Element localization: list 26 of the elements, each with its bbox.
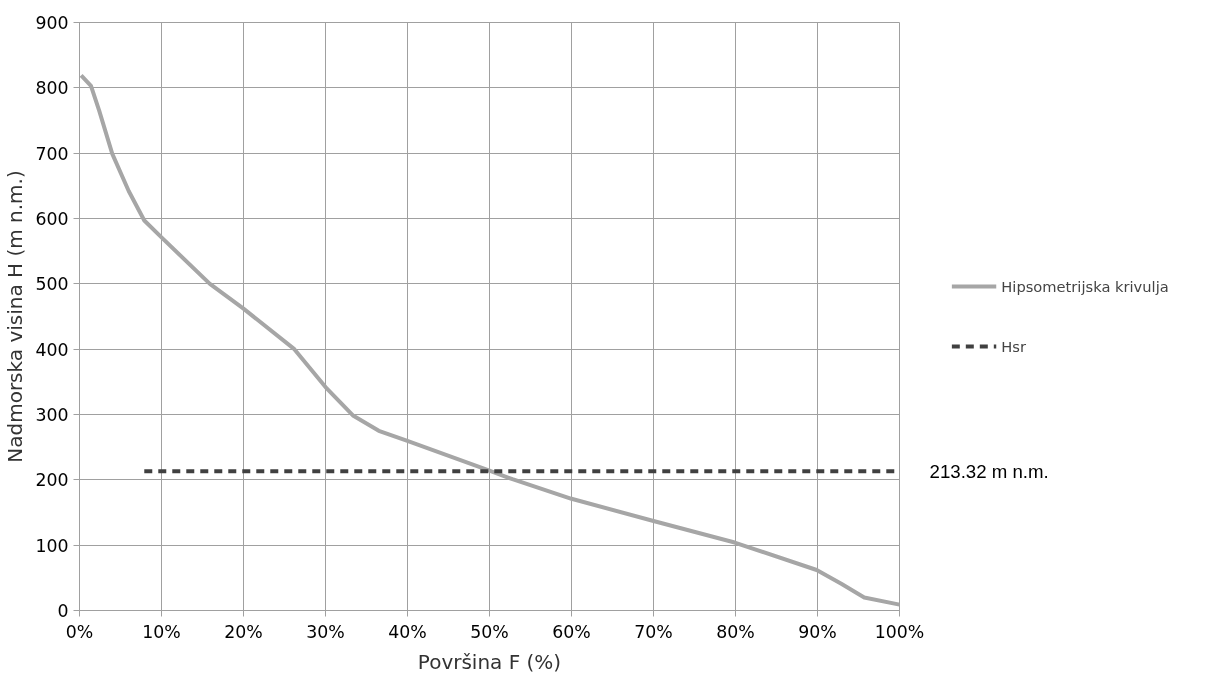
x-axis-title: Površina F (%) xyxy=(417,649,562,674)
legend-label: Hipsometrijska krivulja xyxy=(1001,277,1169,295)
y-axis-title: Nadmorska visina H (m n.m.) xyxy=(3,170,28,463)
x-tick-label: 30% xyxy=(306,621,345,642)
x-tick-label: 40% xyxy=(388,621,427,642)
x-tick-label: 50% xyxy=(470,621,509,642)
x-tick-label: 80% xyxy=(716,621,755,642)
x-tick-label: 60% xyxy=(552,621,591,642)
x-tick-label: 0% xyxy=(65,621,94,642)
y-tick-label: 800 xyxy=(35,78,69,99)
y-tick-label: 300 xyxy=(35,405,69,425)
x-tick-label: 20% xyxy=(224,621,263,642)
y-tick-label: 600 xyxy=(35,209,69,229)
y-tick-label: 200 xyxy=(35,470,69,491)
x-tick-label: 70% xyxy=(634,621,673,642)
y-tick-label: 700 xyxy=(35,143,69,164)
y-tick-label: 900 xyxy=(35,13,69,33)
x-tick-label: 90% xyxy=(798,621,837,642)
y-tick-label: 100 xyxy=(35,535,69,556)
y-tick-label: 400 xyxy=(35,339,69,360)
legend-label: Hsr xyxy=(1001,337,1027,355)
y-tick-label: 0 xyxy=(57,601,69,621)
annotation: 213.32 m n.m. xyxy=(929,460,1049,482)
x-tick-label: 100% xyxy=(874,621,925,642)
x-tick-label: 10% xyxy=(142,621,181,642)
y-tick-label: 500 xyxy=(35,274,69,295)
